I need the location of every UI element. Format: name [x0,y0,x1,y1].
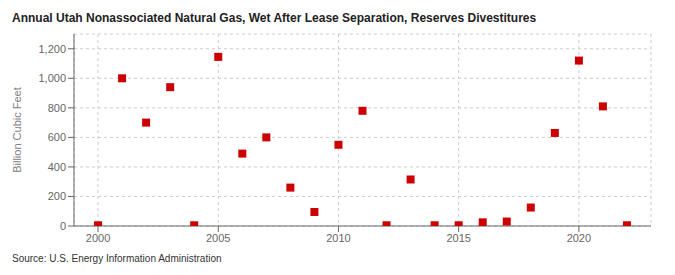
html-text:Source: U.S. Energy Informatio: Source: U.S. Energy Information Administ… [12,253,222,264]
svg-text:1,000: 1,000 [38,72,66,84]
svg-text:1,200: 1,200 [38,43,66,55]
svg-text:400: 400 [48,161,66,173]
svg-text:800: 800 [48,102,66,114]
svg-text:2000: 2000 [86,232,110,244]
html-text:Annual Utah Nonassociated Natu: Annual Utah Nonassociated Natural Gas, W… [12,11,537,25]
svg-text:2005: 2005 [206,232,230,244]
svg-text:600: 600 [48,131,66,143]
svg-text:200: 200 [48,190,66,202]
svg-text:Billion Cubic Feet: Billion Cubic Feet [11,87,23,173]
svg-text:2020: 2020 [567,232,591,244]
svg-text:2015: 2015 [446,232,470,244]
svg-text:0: 0 [60,220,66,232]
svg-text:2010: 2010 [326,232,350,244]
